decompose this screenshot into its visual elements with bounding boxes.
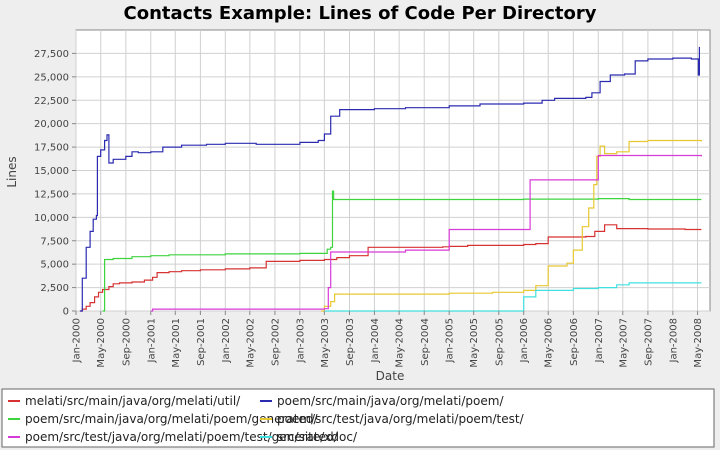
series-line-2	[79, 46, 700, 312]
x-axis-label: Date	[376, 369, 405, 383]
x-tick-label: May-2007	[618, 318, 629, 368]
x-tick-label: Jan-2002	[221, 318, 232, 363]
series-line-3	[102, 190, 702, 312]
x-tick-label: Jan-2001	[146, 318, 157, 363]
y-tick-label: 0	[63, 307, 69, 318]
series-line-6	[324, 282, 702, 312]
x-axis: Jan-2000 May-2000 Sep-2000 Jan-2001 May-2001…	[72, 311, 704, 368]
y-tick-label: 5,000	[40, 260, 69, 271]
chart-title: Contacts Example: Lines of Code Per Dire…	[124, 3, 597, 24]
legend-entry: poem/src/test/java/org/melati/poem/test/	[277, 412, 525, 426]
legend-entry: melati/src/main/java/org/melati/util/	[25, 394, 241, 408]
legend-box	[1, 388, 715, 448]
y-tick-label: 25,000	[34, 72, 69, 83]
y-tick-label: 22,500	[34, 96, 69, 107]
x-tick-label: May-2008	[693, 318, 704, 368]
x-tick-label: Sep-2003	[345, 318, 356, 366]
x-tick-label: Sep-2004	[420, 318, 431, 366]
y-tick-label: 20,000	[34, 119, 69, 130]
x-tick-label: May-2002	[245, 318, 256, 368]
x-tick-label: May-2004	[395, 318, 406, 368]
y-tick-label: 7,500	[40, 236, 69, 247]
x-tick-label: Sep-2001	[196, 318, 207, 366]
y-tick-label: 2,500	[40, 283, 69, 294]
y-axis: 0 2,500 5,000 7,500 10,000 12,500 15,000 17,500…	[34, 49, 76, 318]
legend-entry: src/site/xdoc/	[277, 430, 358, 444]
y-tick-label: 12,500	[34, 189, 69, 200]
x-tick-label: May-2005	[469, 318, 480, 368]
legend-entry: poem/src/main/java/org/melati/poem/	[277, 394, 504, 408]
y-tick-label: 10,000	[34, 213, 69, 224]
series-layer	[79, 46, 702, 312]
x-tick-label: Jan-2005	[445, 318, 456, 363]
x-tick-label: May-2001	[171, 318, 182, 368]
y-tick-label: 17,500	[34, 143, 69, 154]
legend: melati/src/main/java/org/melati/util/poe…	[8, 394, 525, 444]
x-tick-label: Jan-2006	[519, 318, 530, 363]
series-line-4	[321, 139, 702, 312]
x-tick-label: Jan-2008	[668, 318, 679, 363]
x-tick-label: Sep-2007	[643, 318, 654, 366]
legend-entry: poem/src/main/java/org/melati/poem/gener…	[25, 412, 318, 426]
y-axis-label: Lines	[5, 156, 19, 187]
x-tick-label: Jan-2003	[295, 318, 306, 363]
x-tick-label: Jan-2007	[594, 318, 605, 363]
x-tick-label: Sep-2002	[270, 318, 281, 366]
series-line-5	[150, 154, 702, 312]
x-tick-label: Jan-2004	[370, 318, 381, 363]
legend-entry: poem/src/test/java/org/melati/poem/test/…	[25, 430, 339, 444]
x-tick-label: Sep-2000	[121, 318, 132, 366]
x-tick-label: May-2006	[544, 318, 555, 368]
y-tick-label: 15,000	[34, 166, 69, 177]
x-tick-label: Sep-2006	[569, 318, 580, 366]
x-tick-label: May-2003	[320, 318, 331, 368]
y-tick-label: 27,500	[34, 49, 69, 60]
x-tick-label: May-2000	[96, 318, 107, 368]
x-tick-label: Jan-2000	[72, 318, 83, 363]
x-tick-label: Sep-2005	[494, 318, 505, 366]
